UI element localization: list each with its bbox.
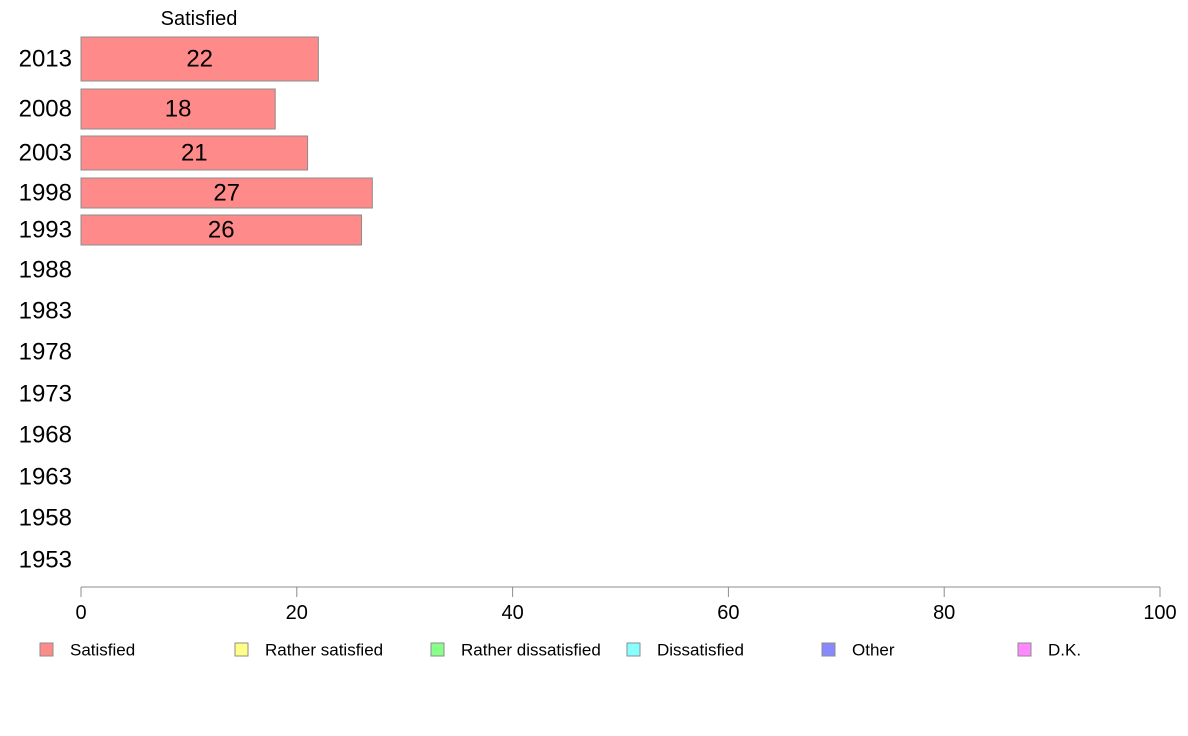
bar-value-label: 21: [181, 140, 208, 167]
legend-label: Rather satisfied: [265, 641, 383, 660]
y-tick-label: 1963: [19, 464, 72, 491]
y-tick-label: 1998: [19, 180, 72, 207]
x-tick-label: 0: [75, 602, 86, 624]
bar-value-label: 22: [186, 46, 213, 73]
legend-swatch: [821, 642, 836, 657]
bar-value-label: 26: [208, 217, 235, 244]
legend-label: Other: [852, 641, 895, 660]
bar: [80, 36, 319, 82]
x-tick-label: 60: [717, 602, 739, 624]
y-tick-label: 1993: [19, 217, 72, 244]
legend-swatch: [430, 642, 445, 657]
series-header: Satisfied: [161, 8, 238, 30]
y-axis-labels: 2013 2008 2003 1998 1993 1988 1983 1978 1973 1968…: [19, 46, 72, 574]
y-tick-label: 2003: [19, 140, 72, 167]
x-tick-label: 40: [501, 602, 523, 624]
x-tick-label: 80: [933, 602, 955, 624]
legend-swatch: [626, 642, 641, 657]
y-tick-label: 1978: [19, 339, 72, 366]
legend-swatch: [1017, 642, 1032, 657]
bar: [80, 135, 309, 171]
bar-value-label: 27: [213, 180, 240, 207]
legend-label: D.K.: [1048, 641, 1081, 660]
bar: [80, 214, 363, 246]
x-tick-label: 20: [286, 602, 308, 624]
legend-swatch: [39, 642, 54, 657]
bar: [80, 88, 276, 130]
y-tick-label: 1983: [19, 298, 72, 325]
x-axis: 0 20 40 60 80 100: [75, 586, 1177, 624]
y-tick-label: 1973: [19, 381, 72, 408]
legend-label: Dissatisfied: [657, 641, 744, 660]
legend-label: Satisfied: [70, 641, 135, 660]
y-tick-label: 1988: [19, 257, 72, 284]
y-tick-label: 2013: [19, 46, 72, 73]
y-tick-label: 1968: [19, 422, 72, 449]
y-tick-label: 1953: [19, 547, 72, 574]
bar-value-label: 18: [165, 96, 192, 123]
legend: Satisfied Rather satisfied Rather dissatis…: [39, 641, 1081, 660]
bar: [80, 177, 373, 209]
legend-swatch: [234, 642, 249, 657]
y-tick-label: 2008: [19, 96, 72, 123]
x-tick-label: 100: [1143, 602, 1176, 624]
legend-label: Rather dissatisfied: [461, 641, 601, 660]
y-tick-label: 1958: [19, 505, 72, 532]
